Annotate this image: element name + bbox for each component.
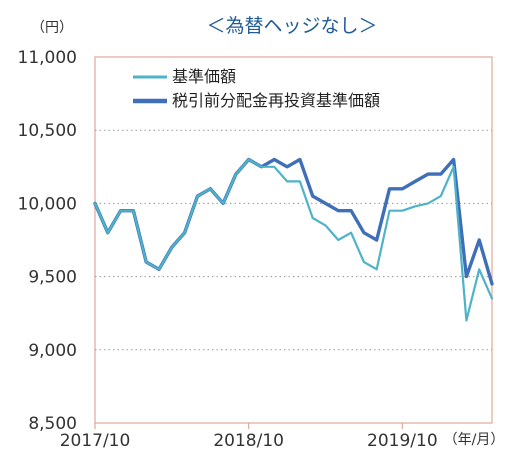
plot-area (94, 56, 493, 424)
y-tick-label: 11,000 (18, 48, 77, 68)
legend-label-reinvested-price: 税引前分配金再投資基準価額 (172, 91, 380, 110)
y-tick-label: 10,500 (18, 121, 77, 141)
y-axis-tick-labels: 8,500 9,000 9,500 10,000 10,500 11,000 (18, 48, 77, 434)
y-tick-label: 9,000 (28, 341, 77, 361)
y-tick-label: 10,000 (18, 194, 77, 214)
legend: 基準価額 税引前分配金再投資基準価額 (133, 67, 380, 110)
x-tick-label: 2017/10 (60, 431, 131, 451)
x-tick-label: 2018/10 (213, 431, 284, 451)
series-lines (93, 157, 494, 322)
x-tick-label: 2019/10 (367, 431, 438, 451)
chart-title: ＜為替ヘッジなし＞ (206, 15, 377, 37)
x-axis-ticks: 2017/10 2018/10 2019/10 (60, 423, 438, 451)
y-tick-label: 9,500 (28, 268, 77, 288)
x-axis-unit-label: （年/月） (444, 432, 505, 448)
y-axis-unit-label: （円） (31, 20, 73, 36)
legend-label-base-price: 基準価額 (172, 67, 236, 86)
y-tick-label: 8,500 (28, 414, 77, 434)
grid-lines (95, 129, 492, 351)
series-line-base-price (93, 158, 494, 322)
